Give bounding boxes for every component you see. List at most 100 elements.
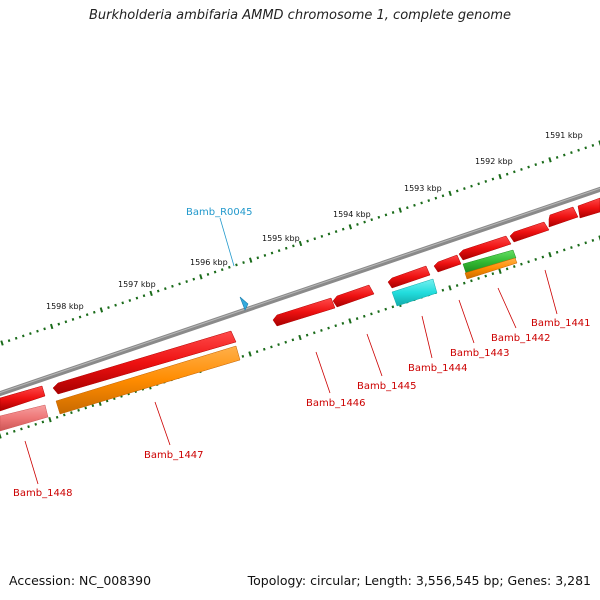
gene-arrow-bamb-1445[interactable] [387,265,431,289]
ruler-label-1596: 1596 kbp [190,258,228,267]
ruler-outer-major-tick [298,240,303,247]
rrna-bamb-1444[interactable] [391,278,438,307]
ruler-outer-minor-tick [463,187,466,191]
leader-bamb-1444 [421,315,433,359]
ruler-outer-minor-tick [520,167,523,171]
ruler-outer-minor-tick [36,329,39,333]
label-bamb-1442[interactable]: Bamb_1442 [491,333,551,344]
ruler-outer-minor-tick [577,148,580,152]
label-bamb-1446[interactable]: Bamb_1446 [306,398,366,409]
ruler-inner-minor-tick [441,288,445,292]
ruler-inner-minor-tick [384,307,388,311]
ruler-outer-minor-tick [470,184,473,188]
ruler-outer-minor-tick [57,322,61,326]
ruler-inner-major-tick [448,285,452,291]
gene-arrow-bamb-1441-a[interactable] [577,197,600,219]
ruler-inner-minor-tick [55,415,59,419]
ruler-inner-minor-tick [305,333,309,337]
ruler-inner-minor-tick [534,257,538,261]
ruler-outer-minor-tick [107,306,110,310]
cds-bamb-1442-orange[interactable] [464,257,518,280]
ruler-labels: 1591 kbp 1592 kbp 1593 kbp 1594 kbp 1595… [46,131,583,311]
ruler-inner-minor-tick [62,413,66,417]
ruler-outer-major-tick [149,290,153,297]
ruler-outer-minor-tick [178,282,181,286]
ruler-inner-minor-tick [591,238,595,242]
label-bamb-1441[interactable]: Bamb_1441 [531,318,591,329]
ruler-inner-minor-tick [255,350,259,354]
leader-bamb-1448 [24,440,39,485]
ruler-outer-major-tick [199,274,203,280]
ruler-outer-minor-tick [327,232,331,236]
ruler-inner-minor-tick [262,347,266,351]
ruler-inner-minor-tick [277,343,280,347]
ruler-inner-major-tick [348,318,352,324]
ruler-outer-minor-tick [192,277,196,281]
ruler-inner-major-tick [248,351,252,357]
ruler-outer-minor-tick [43,327,46,331]
label-bamb-1445[interactable]: Bamb_1445 [357,381,417,392]
ruler-inner-minor-tick [512,265,516,268]
label-bamb-1447[interactable]: Bamb_1447 [144,450,204,461]
gene-arrow-bamb-1444[interactable] [433,254,462,273]
ruler-inner-minor-tick [555,250,559,254]
label-bamb-1448[interactable]: Bamb_1448 [13,488,73,499]
ruler-outer-minor-tick [213,270,217,274]
ruler-outer-minor-tick [142,294,146,298]
chromosome-backbone [0,186,600,397]
ruler-outer-minor-tick [292,244,295,248]
ruler-outer-minor-tick [21,334,25,338]
ruler-label-1598: 1598 kbp [46,302,84,311]
ruler-inner-minor-tick [505,267,509,271]
ruler-outer-minor-tick [434,196,438,200]
gene-arrow-bamb-1446-a[interactable] [332,284,375,308]
map-title: Burkholderia ambifaria AMMD chromosome 1… [88,8,512,23]
ruler-outer-minor-tick [270,251,274,255]
ruler-outer-minor-tick [370,218,374,222]
cds-bamb-1447-orange[interactable] [55,345,241,415]
ruler-inner-minor-tick [327,326,330,330]
ruler-inner-minor-tick [491,272,495,276]
gene-arrow-bamb-1447[interactable] [52,330,237,395]
ruler-inner-major-tick [498,268,502,274]
ruler-outer-major-tick [548,157,552,163]
leader-bamb-1441 [544,269,558,315]
trna-bamb-r0045-marker[interactable] [239,296,249,311]
ruler-outer-minor-tick [427,199,431,202]
ruler-outer-minor-tick [363,220,366,224]
ruler-inner-minor-tick [91,404,95,408]
gene-arrow-bamb-1446[interactable] [272,297,336,327]
ruler-outer-minor-tick [391,211,395,214]
leader-bamb-1445 [366,333,383,377]
ruler-label-1594: 1594 kbp [333,210,371,219]
ruler-outer-minor-tick [206,272,210,276]
ruler-inner-minor-tick [477,276,480,280]
ruler-label-1595: 1595 kbp [262,234,300,243]
ruler-inner-minor-tick [577,243,580,247]
label-bamb-1443[interactable]: Bamb_1443 [450,348,510,359]
cds-bamb-1442-green[interactable] [462,249,517,274]
ruler-inner-minor-tick [284,340,288,344]
gene-arrow-bamb-1442[interactable] [509,221,550,243]
ruler-outer-minor-tick [584,146,588,150]
label-bamb-r0045[interactable]: Bamb_R0045 [186,207,252,218]
leader-bamb-r0045 [219,217,235,267]
gene-arrow-bamb-1443[interactable] [458,235,512,261]
ruler-inner-minor-tick [562,248,566,252]
cds-bamb-1448-pink[interactable] [0,404,49,432]
leader-lines [24,217,558,485]
gene-arrow-bamb-1441[interactable] [548,206,579,228]
ruler-outer-minor-tick [570,151,573,155]
ruler-inner-major-tick [598,235,600,241]
ruler-outer-minor-tick [171,284,174,288]
ruler-inner-minor-tick [527,260,530,264]
label-bamb-1444[interactable]: Bamb_1444 [408,363,468,374]
ruler-inner-minor-tick [370,312,373,316]
ruler-label-1593: 1593 kbp [404,184,442,193]
ruler-outer-minor-tick [384,213,388,217]
ruler-outer-major-tick [49,323,54,330]
gene-arrow-bamb-1448[interactable] [0,385,46,412]
ruler-outer-minor-tick [71,317,75,321]
ruler-outer-minor-tick [164,287,167,291]
